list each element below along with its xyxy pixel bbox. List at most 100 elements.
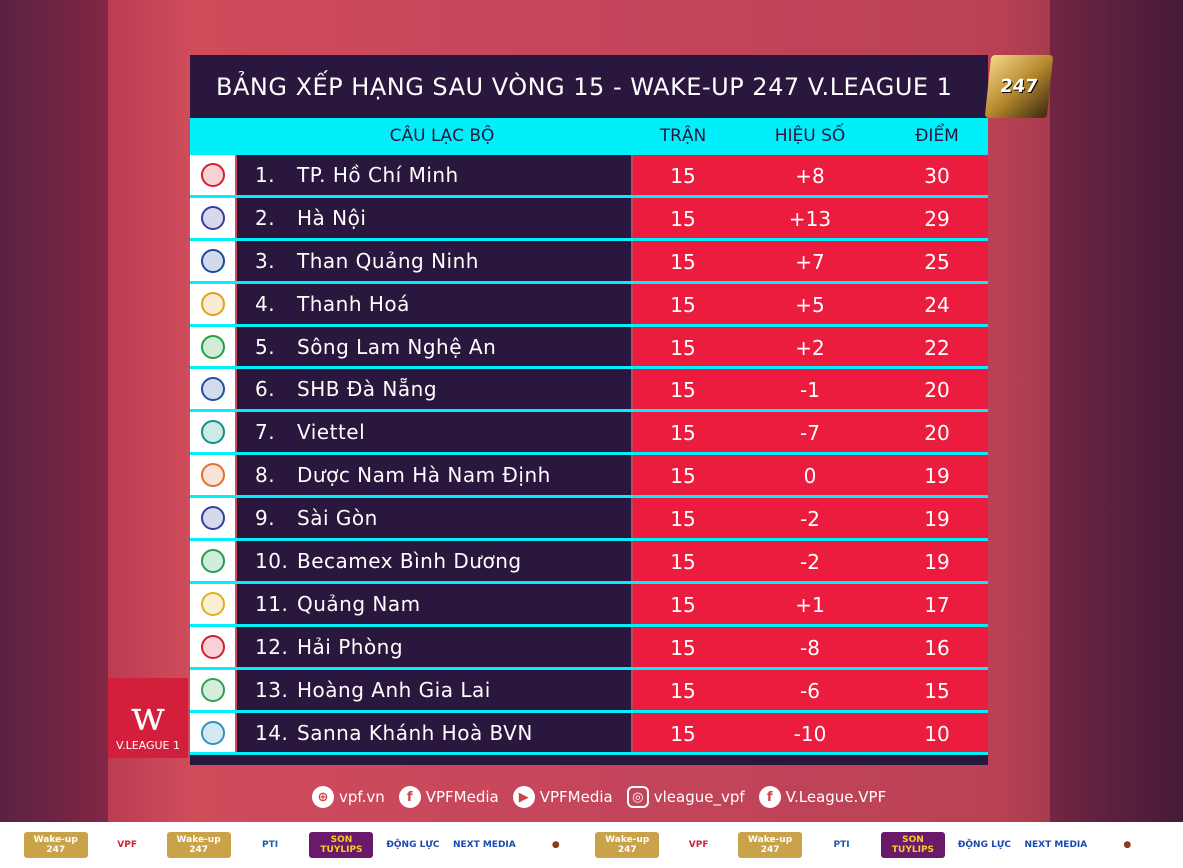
table-row: 2. Hà Nội 15 +13 29 bbox=[190, 197, 988, 241]
club-crest-icon bbox=[200, 720, 225, 745]
club-name: TP. Hồ Chí Minh bbox=[297, 163, 459, 187]
sponsor-logo: NEXT MEDIA bbox=[452, 837, 517, 853]
points: 19 bbox=[924, 550, 950, 575]
club-cell: 7. Viettel bbox=[237, 412, 631, 453]
sponsor-logo: SON TUYLIPS bbox=[880, 832, 945, 858]
globe-icon: ⊕ bbox=[312, 786, 334, 808]
played: 15 bbox=[670, 464, 696, 489]
club-cell: 11. Quảng Nam bbox=[237, 583, 631, 624]
played: 15 bbox=[670, 292, 696, 317]
background-photo-left bbox=[0, 0, 108, 822]
table-row: 5. Sông Lam Nghệ An 15 +2 22 bbox=[190, 326, 988, 370]
club-logo bbox=[190, 498, 235, 539]
club-cell: 2. Hà Nội bbox=[237, 197, 631, 238]
column-header-played: TRẬN bbox=[659, 126, 707, 146]
club-cell: 4. Thanh Hoá bbox=[237, 283, 631, 324]
rank: 12. bbox=[255, 634, 289, 659]
sponsor-logo: ĐỘNG LỰC bbox=[952, 837, 1017, 853]
social-link[interactable]: ◎ vleague_vpf bbox=[626, 786, 745, 808]
table-row: 11. Quảng Nam 15 +1 17 bbox=[190, 583, 988, 627]
table-footer-bar bbox=[190, 755, 988, 765]
column-header-club: CÂU LẠC BỘ bbox=[389, 126, 495, 146]
club-logo bbox=[190, 283, 235, 324]
rank: 6. bbox=[255, 377, 276, 402]
vleague-logo-text: V.LEAGUE 1 bbox=[115, 739, 181, 752]
sponsor-logo: VPF bbox=[95, 837, 160, 853]
club-name: Than Quảng Ninh bbox=[297, 248, 479, 273]
sponsor-logo: Wake-up 247 bbox=[595, 832, 660, 858]
rank: 1. bbox=[255, 163, 276, 187]
social-link[interactable]: f V.League.VPF bbox=[758, 786, 886, 808]
club-name: Hà Nội bbox=[297, 205, 367, 230]
played: 15 bbox=[670, 721, 696, 746]
rank: 8. bbox=[255, 463, 276, 488]
club-logo bbox=[190, 455, 235, 496]
sponsor-logo: SON TUYLIPS bbox=[309, 832, 374, 858]
rank: 2. bbox=[255, 205, 276, 230]
stats-cell: 15 +1 17 bbox=[633, 583, 988, 624]
column-header-points: ĐIỂM bbox=[915, 126, 959, 146]
vleague-logo-mark: w bbox=[130, 694, 166, 740]
standings-table: 1. TP. Hồ Chí Minh 15 +8 30 2. Hà Nội 15 +13 2… bbox=[190, 155, 988, 756]
table-row: 10. Becamex Bình Dương 15 -2 19 bbox=[190, 541, 988, 584]
club-name: Sông Lam Nghệ An bbox=[297, 334, 497, 359]
club-name: Sài Gòn bbox=[297, 506, 378, 531]
social-label: vleague_vpf bbox=[653, 788, 745, 806]
rank: 7. bbox=[255, 420, 276, 445]
stats-cell: 15 -8 16 bbox=[633, 626, 988, 667]
table-row: 13. Hoàng Anh Gia Lai 15 -6 15 bbox=[190, 669, 988, 713]
social-link[interactable]: f VPFMedia bbox=[398, 786, 499, 808]
played: 15 bbox=[670, 592, 696, 617]
club-crest-icon bbox=[200, 205, 225, 230]
club-logo bbox=[190, 412, 235, 453]
stats-cell: 15 -7 20 bbox=[633, 412, 988, 453]
column-header-goal-diff: HIỆU SỐ bbox=[774, 126, 846, 146]
sponsor-logo: ● bbox=[1095, 837, 1160, 853]
table-row: 14. Sanna Khánh Hoà BVN 15 -10 10 bbox=[190, 712, 988, 756]
club-crest-icon bbox=[200, 291, 225, 316]
club-logo bbox=[190, 155, 235, 195]
goal-diff: -6 bbox=[800, 678, 820, 703]
facebook-icon: f bbox=[398, 786, 421, 808]
sponsor-logo: PTI bbox=[238, 837, 303, 853]
points: 20 bbox=[924, 378, 950, 403]
club-logo bbox=[190, 669, 235, 710]
club-crest-icon bbox=[200, 334, 225, 359]
sponsor-logo: VPF bbox=[666, 837, 731, 853]
social-links: ⊕ vpf.vn f VPFMedia ▶ VPFMedia ◎ vleague_vpf f V.… bbox=[312, 786, 886, 808]
played: 15 bbox=[670, 635, 696, 660]
club-name: Sanna Khánh Hoà BVN bbox=[297, 720, 533, 745]
instagram-icon: ◎ bbox=[626, 786, 649, 808]
club-cell: 1. TP. Hồ Chí Minh bbox=[237, 155, 631, 195]
youtube-icon: ▶ bbox=[512, 786, 535, 808]
sponsor-logo: Wake-up 247 bbox=[166, 832, 231, 858]
points: 30 bbox=[924, 164, 950, 188]
club-logo bbox=[190, 197, 235, 238]
sponsor-logo: NEXT MEDIA bbox=[1023, 837, 1088, 853]
club-cell: 5. Sông Lam Nghệ An bbox=[237, 326, 631, 367]
goal-diff: +13 bbox=[788, 206, 832, 231]
club-crest-icon bbox=[200, 248, 225, 273]
goal-diff: -1 bbox=[800, 378, 820, 403]
club-name: SHB Đà Nẵng bbox=[297, 377, 438, 402]
social-link[interactable]: ▶ VPFMedia bbox=[512, 786, 613, 808]
stats-cell: 15 +13 29 bbox=[633, 197, 988, 238]
points: 29 bbox=[924, 206, 950, 231]
club-crest-icon bbox=[200, 591, 225, 616]
club-logo bbox=[190, 541, 235, 581]
table-row: 12. Hải Phòng 15 -8 16 bbox=[190, 626, 988, 670]
rank: 4. bbox=[255, 291, 276, 316]
social-link[interactable]: ⊕ vpf.vn bbox=[312, 786, 385, 808]
points: 16 bbox=[924, 635, 950, 660]
stats-cell: 15 -2 19 bbox=[633, 498, 988, 539]
stats-cell: 15 -10 10 bbox=[633, 712, 988, 753]
points: 15 bbox=[924, 678, 950, 703]
rank: 3. bbox=[255, 248, 276, 273]
club-logo bbox=[190, 583, 235, 624]
sponsor-logo: PTI bbox=[809, 837, 874, 853]
points: 19 bbox=[924, 507, 950, 532]
table-row: 4. Thanh Hoá 15 +5 24 bbox=[190, 283, 988, 327]
club-cell: 14. Sanna Khánh Hoà BVN bbox=[237, 712, 631, 753]
stats-cell: 15 +5 24 bbox=[633, 283, 988, 324]
goal-diff: +8 bbox=[795, 164, 825, 188]
